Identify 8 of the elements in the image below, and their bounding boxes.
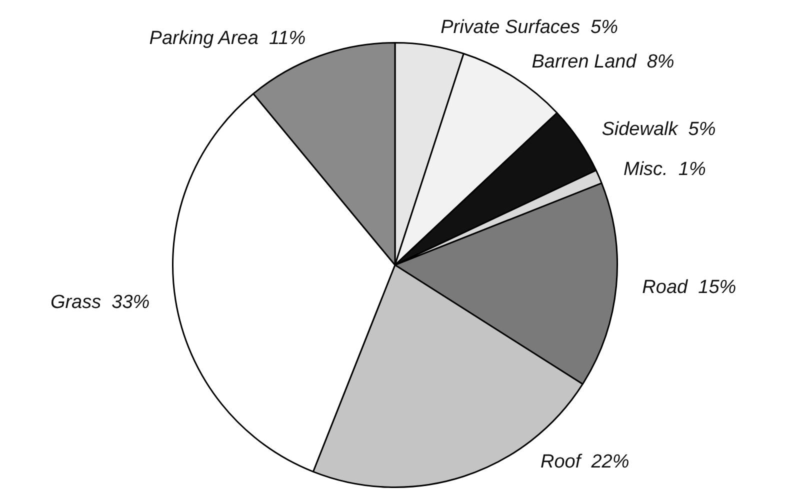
slice-label: Barren Land 8% <box>532 51 674 72</box>
slice-label: Private Surfaces 5% <box>440 16 618 38</box>
slice-label: Grass 33% <box>50 292 150 313</box>
slice-label: Misc. 1% <box>623 158 706 180</box>
slice-label: Sidewalk 5% <box>602 119 716 140</box>
slice-label: Roof 22% <box>540 451 630 472</box>
slice-label: Parking Area 11% <box>149 28 306 50</box>
slice-label: Road 15% <box>642 276 736 298</box>
